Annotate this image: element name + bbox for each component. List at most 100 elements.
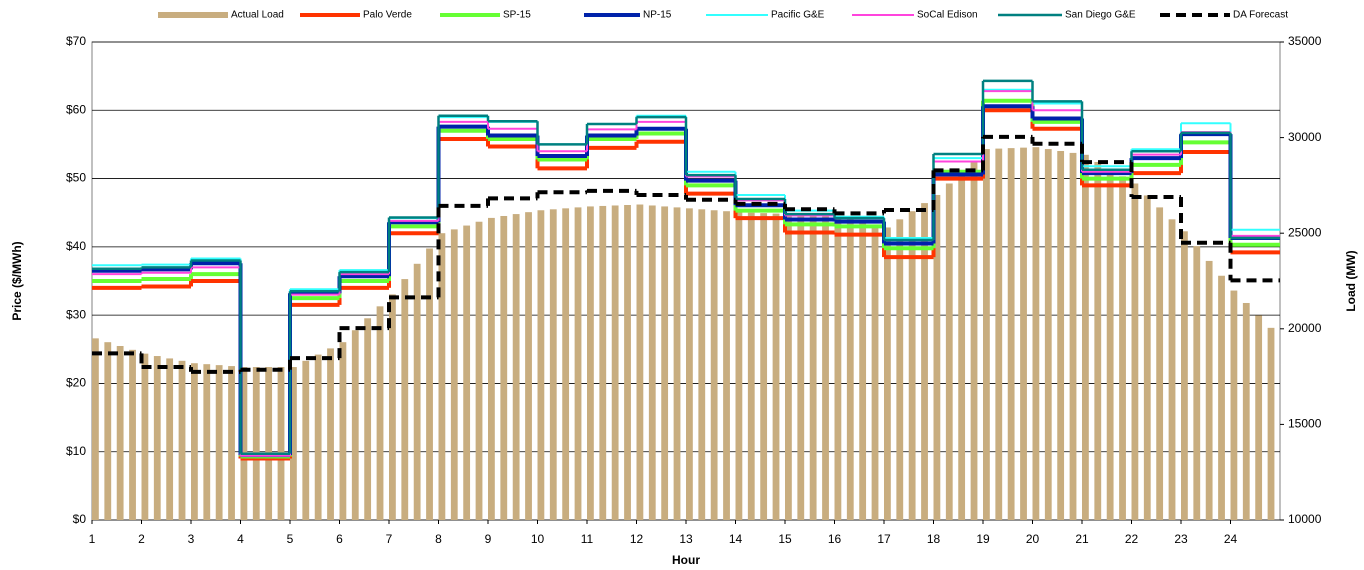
x-tick-label: 23 — [1174, 532, 1188, 546]
load-bar — [327, 348, 334, 520]
load-bar — [797, 214, 805, 521]
legend-label: San Diego G&E — [1065, 10, 1136, 21]
load-bar — [587, 206, 594, 520]
load-bar — [413, 263, 421, 520]
x-tick-label: 11 — [581, 532, 594, 546]
x-tick-label: 1 — [89, 532, 96, 546]
x-tick-label: 20 — [1026, 532, 1040, 546]
legend-label: Palo Verde — [363, 10, 412, 21]
load-bar — [908, 211, 916, 520]
load-bar — [1032, 147, 1040, 520]
load-bar — [537, 210, 545, 521]
load-bar — [141, 353, 149, 520]
load-bar — [772, 213, 780, 521]
x-tick-label: 3 — [188, 532, 195, 546]
load-bar — [1094, 161, 1102, 520]
load-bar — [1020, 147, 1027, 520]
load-bar — [673, 207, 681, 520]
load-bar — [252, 367, 260, 520]
load-bar — [1007, 148, 1015, 520]
load-bar — [995, 148, 1003, 520]
load-bar — [574, 207, 582, 520]
load-bar — [933, 194, 941, 520]
load-bar — [116, 346, 124, 520]
x-tick-label: 6 — [336, 532, 343, 546]
load-bar — [1044, 149, 1052, 520]
load-bar — [290, 367, 297, 520]
load-bar — [710, 210, 718, 521]
load-bar — [1143, 195, 1151, 521]
load-bar — [1181, 231, 1188, 520]
y-tick-label: $30 — [66, 307, 86, 321]
load-bar — [983, 149, 990, 520]
x-tick-label: 17 — [877, 532, 891, 546]
x-tick-label: 22 — [1125, 532, 1139, 546]
x-tick-label: 21 — [1075, 532, 1089, 546]
load-bar — [871, 224, 879, 520]
y-axis-title: Price ($/MWh) — [10, 241, 24, 320]
load-bar — [314, 354, 322, 520]
load-bar — [376, 306, 384, 520]
load-bar — [846, 218, 854, 521]
load-bar — [747, 212, 755, 520]
load-bar — [636, 204, 644, 520]
x-tick-label: 2 — [138, 532, 145, 546]
load-bar — [958, 172, 966, 521]
load-bar — [1119, 176, 1126, 520]
load-bar — [92, 338, 99, 520]
load-bar — [723, 211, 730, 520]
load-bar — [129, 349, 136, 520]
load-bar — [549, 209, 557, 521]
load-bar — [389, 294, 396, 520]
y2-tick-label: 25000 — [1288, 225, 1322, 239]
load-bar — [859, 221, 867, 520]
load-bar — [265, 367, 273, 520]
load-bar — [661, 206, 669, 520]
legend: Actual Load Palo Verde SP-15 NP-15 Pacific G… — [158, 10, 1288, 21]
load-bar — [822, 215, 829, 520]
x-tick-label: 18 — [927, 532, 941, 546]
load-bar — [215, 365, 223, 520]
load-bar — [945, 183, 953, 520]
load-bar — [500, 215, 508, 520]
load-bar — [1057, 150, 1065, 520]
load-bar — [760, 213, 768, 520]
load-bar — [228, 366, 235, 520]
x-tick-label: 12 — [630, 532, 644, 546]
load-bar — [1131, 183, 1139, 520]
load-bar — [785, 214, 792, 520]
legend-label: Pacific G&E — [771, 10, 825, 21]
load-bar — [153, 356, 161, 520]
load-bar — [1242, 302, 1250, 520]
load-bar — [624, 204, 631, 521]
load-bar — [364, 318, 372, 520]
y-tick-label: $0 — [73, 512, 87, 526]
y2-tick-label: 20000 — [1288, 321, 1322, 335]
y2-tick-label: 10000 — [1288, 512, 1322, 526]
y-tick-label: $50 — [66, 171, 86, 185]
load-bar — [884, 227, 891, 521]
load-bar — [1230, 290, 1238, 520]
load-bar — [1106, 169, 1114, 520]
load-bar — [463, 225, 471, 520]
legend-label: SP-15 — [503, 10, 531, 21]
load-bar — [302, 360, 310, 520]
load-bar — [648, 205, 656, 520]
load-bar — [1267, 327, 1275, 520]
x-axis-title: Hour — [672, 553, 700, 567]
load-bar — [834, 215, 842, 520]
x-tick-label: 13 — [679, 532, 693, 546]
load-bar — [1205, 260, 1213, 520]
load-bar — [191, 363, 198, 520]
load-bar — [686, 208, 693, 520]
load-bar — [698, 209, 706, 521]
load-bar — [240, 367, 248, 520]
y-tick-label: $20 — [66, 376, 86, 390]
load-bar — [735, 212, 743, 520]
y-tick-label: $70 — [66, 34, 86, 48]
y2-tick-label: 35000 — [1288, 34, 1322, 48]
load-bar — [1193, 246, 1201, 520]
load-bar — [562, 208, 570, 520]
price-series — [92, 79, 1280, 456]
load-bar — [488, 217, 495, 521]
